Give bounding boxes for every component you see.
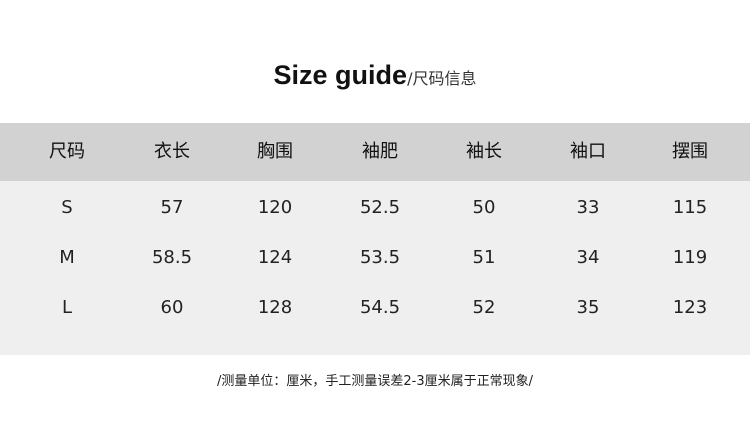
column-header: 袖肥 <box>362 141 398 162</box>
table-cell: 35 <box>576 297 600 318</box>
table-cell: 53.5 <box>359 247 401 268</box>
table-header <box>0 123 750 181</box>
column-header: 胸围 <box>257 141 293 162</box>
table-cell: 120 <box>257 197 293 218</box>
table-cell: 52.5 <box>359 197 401 218</box>
table-cell: 58.5 <box>151 247 193 268</box>
table-cell: 60 <box>160 297 184 318</box>
title-en: Size guide <box>273 60 408 90</box>
table-cell: 128 <box>257 297 293 318</box>
column-header: 尺码 <box>49 141 85 162</box>
measurement-note: /测量单位：厘米，手工测量误差2-3厘米属于正常现象/ <box>217 374 533 389</box>
column-header: 衣长 <box>154 141 190 162</box>
table-cell: M <box>59 247 75 268</box>
title-cn: /尺码信息 <box>407 69 477 88</box>
table-cell: 115 <box>672 197 708 218</box>
column-header: 袖长 <box>466 141 502 162</box>
page-title: Size guide/尺码信息 <box>0 60 750 91</box>
table-body <box>0 181 750 355</box>
column-header: 摆围 <box>672 141 708 162</box>
table-cell: 33 <box>576 197 600 218</box>
table-cell: 52 <box>472 297 496 318</box>
table-cell: 51 <box>472 247 496 268</box>
table-cell: 57 <box>160 197 184 218</box>
column-header: 袖口 <box>570 141 606 162</box>
table-cell: 123 <box>672 297 708 318</box>
table-cell: L <box>61 297 73 318</box>
table-cell: 119 <box>672 247 708 268</box>
table-cell: S <box>61 197 73 218</box>
table-cell: 54.5 <box>359 297 401 318</box>
table-cell: 124 <box>257 247 293 268</box>
table-cell: 34 <box>576 247 600 268</box>
table-cell: 50 <box>472 197 496 218</box>
